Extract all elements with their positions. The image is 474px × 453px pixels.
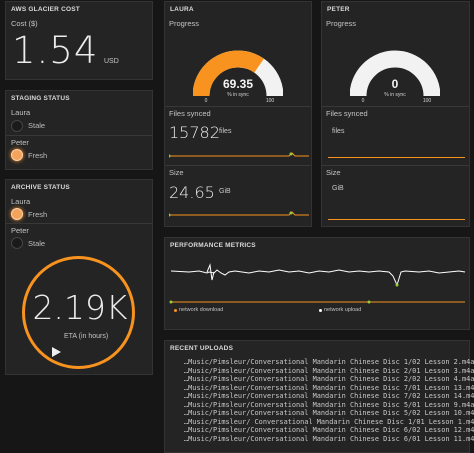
gauge-value: 69.35 xyxy=(223,77,253,91)
panel-title: PERFORMANCE METRICS xyxy=(170,242,256,249)
files-label: Files synced xyxy=(326,109,368,118)
panel-title: RECENT UPLOADS xyxy=(170,345,234,352)
panel-title: AWS GLACIER COST xyxy=(11,6,80,13)
list-item: …Music/Pimsleur/Conversational Mandarin … xyxy=(184,383,474,392)
download-legend-dot xyxy=(174,309,177,312)
gauge-min: 0 xyxy=(205,98,208,104)
list-item: …Music/Pimsleur/Conversational Mandarin … xyxy=(184,392,474,401)
archive-peter-status: Stale xyxy=(28,239,46,248)
archive-laura-indicator xyxy=(11,208,23,220)
size-label: Size xyxy=(326,168,341,177)
glacier-cost-panel: AWS GLACIER COST Cost ($) 1.54 USD xyxy=(5,1,153,80)
progress-label: Progress xyxy=(326,19,357,28)
archive-peter-indicator xyxy=(11,237,23,249)
eta-ring xyxy=(22,256,135,369)
gauge-max: 100 xyxy=(266,98,275,104)
peter-panel: PETER Progress 0 % in sync 0 100 Files s… xyxy=(321,1,470,227)
upload-legend-dot xyxy=(319,309,322,312)
staging-peter-indicator xyxy=(11,149,23,161)
staging-status-panel: STAGING STATUS Laura Stale Peter Fresh xyxy=(5,90,153,170)
list-item: …Music/Pimsleur/Conversational Mandarin … xyxy=(184,400,474,409)
size-unit: GiB xyxy=(219,188,231,195)
divider xyxy=(6,223,152,224)
size-unit: GiB xyxy=(332,185,344,192)
archive-peter-name: Peter xyxy=(11,226,29,235)
gauge-sub: % in sync xyxy=(384,92,406,98)
upload-spike xyxy=(206,263,215,281)
list-item: …Music/Pimsleur/Conversational Mandarin … xyxy=(184,366,474,375)
gauge-max: 100 xyxy=(423,98,432,104)
performance-metrics-panel: PERFORMANCE METRICS network download net… xyxy=(164,237,470,330)
cost-value: 1.54 xyxy=(12,29,99,72)
panel-title: ARCHIVE STATUS xyxy=(11,184,70,191)
recent-uploads-panel: RECENT UPLOADS …Music/Pimsleur/Conversat… xyxy=(164,340,474,453)
gauge-track xyxy=(350,50,440,97)
performance-chart xyxy=(169,263,466,304)
peter-progress-gauge: 0 % in sync 0 100 xyxy=(350,50,440,104)
download-point xyxy=(169,300,173,304)
download-legend: network download xyxy=(179,307,224,313)
upload-series-line xyxy=(170,269,466,287)
staging-laura-name: Laura xyxy=(11,108,31,117)
archive-status-panel: ARCHIVE STATUS Laura Fresh Peter Stale 2… xyxy=(5,179,153,375)
size-label: Size xyxy=(169,168,184,177)
laura-progress-gauge: 69.35 % in sync 0 100 xyxy=(193,50,283,104)
download-point xyxy=(367,300,371,304)
panel-title: PETER xyxy=(327,6,350,13)
laura-panel: LAURA Progress 69.35 % in sync 0 100 Fil… xyxy=(164,1,312,227)
list-item: …Music/Pimsleur/Conversational Mandarin … xyxy=(184,434,474,443)
panel-title: STAGING STATUS xyxy=(11,95,70,102)
staging-laura-indicator xyxy=(11,120,23,132)
size-value: 24.65 xyxy=(169,183,215,202)
panel-title: LAURA xyxy=(170,6,194,13)
staging-laura-status: Stale xyxy=(28,121,46,130)
staging-peter-status: Fresh xyxy=(28,151,48,160)
files-unit: files xyxy=(332,128,345,135)
list-item: …Music/Pimsleur/ Conversational Mandarin… xyxy=(184,417,474,426)
progress-label: Progress xyxy=(169,19,200,28)
gauge-min: 0 xyxy=(362,98,365,104)
files-value: 15782 xyxy=(169,123,220,142)
eta-value: 2.19K xyxy=(32,288,128,327)
cost-label: Cost ($) xyxy=(11,19,38,28)
size-sparkline xyxy=(328,219,465,220)
upload-legend: network upload xyxy=(324,307,362,313)
upload-point xyxy=(395,283,399,287)
files-sparkline xyxy=(328,157,465,158)
gauge-sub: % in sync xyxy=(227,92,249,98)
files-unit: files xyxy=(219,128,232,135)
staging-peter-name: Peter xyxy=(11,138,29,147)
list-item: …Music/Pimsleur/Conversational Mandarin … xyxy=(184,375,474,384)
uploads-list: …Music/Pimsleur/Conversational Mandarin … xyxy=(184,358,474,443)
gauge-fill xyxy=(193,50,264,97)
files-label: Files synced xyxy=(169,109,211,118)
cost-unit: USD xyxy=(104,58,119,65)
size-sparkline xyxy=(169,211,309,217)
list-item: …Music/Pimsleur/Conversational Mandarin … xyxy=(184,409,474,418)
list-item: …Music/Pimsleur/Conversational Mandarin … xyxy=(184,426,474,435)
files-sparkline xyxy=(169,152,309,158)
divider xyxy=(6,135,152,136)
archive-laura-status: Fresh xyxy=(28,210,48,219)
eta-label: ETA (in hours) xyxy=(64,333,109,340)
archive-laura-name: Laura xyxy=(11,197,31,206)
list-item: …Music/Pimsleur/Conversational Mandarin … xyxy=(184,358,474,366)
divider xyxy=(322,106,469,107)
divider xyxy=(165,165,311,166)
play-icon[interactable] xyxy=(52,347,61,357)
divider xyxy=(165,106,311,107)
divider xyxy=(322,165,469,166)
gauge-value: 0 xyxy=(392,77,399,91)
